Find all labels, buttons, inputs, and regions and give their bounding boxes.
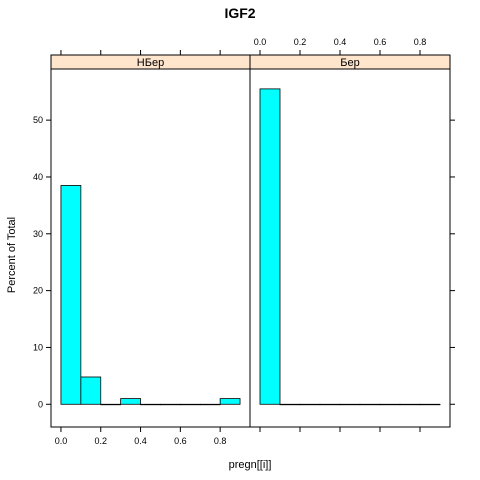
x-tick-label: 0.6 [374,37,387,47]
y-tick-label: 0 [38,399,43,409]
histogram-bar [379,403,401,406]
histogram-bar [359,403,381,406]
y-tick-label: 10 [33,342,43,352]
x-tick-label: 0.4 [134,436,147,446]
histogram-bar [399,403,421,406]
histogram-bar [299,403,321,406]
x-tick-label: 0.6 [174,436,187,446]
chart-title: IGF2 [224,5,255,21]
x-tick-label: 0.0 [254,37,267,47]
y-axis-label: Percent of Total [6,217,18,293]
histogram-bar [279,403,301,406]
panel-group: НБер 0.0 0.2 0.4 0.6 0.8 Бер 0.0 0.2 0.4 0.6 0.8 0 10… [33,37,455,446]
x-tick-label: 0.0 [55,436,68,446]
histogram-bar [160,403,181,406]
histogram-bar [140,403,161,406]
histogram-bar [179,403,201,406]
histogram-bar [60,185,82,405]
histogram-bar [419,403,441,406]
x-tick-label: 0.8 [414,37,427,47]
histogram-bar [259,88,281,405]
histogram-bar [120,398,141,405]
x-tick-label: 0.2 [294,37,307,47]
panel-frame [249,68,451,428]
y-tick-label: 40 [33,172,43,182]
histogram-bar [100,403,122,406]
histogram-bar [80,376,102,405]
y-tick-label: 30 [33,229,43,239]
panel-strip-label: Бер [340,57,359,69]
y-tick-label: 50 [33,115,43,125]
x-tick-label: 0.2 [94,436,107,446]
x-tick-label: 0.4 [334,37,347,47]
histogram-bar [219,398,241,405]
histogram-bar [339,403,361,406]
histogram-bar [199,403,221,406]
histogram-bar [319,403,341,406]
y-tick-label: 20 [33,286,43,296]
panel-strip-label: НБер [137,57,164,69]
x-axis-label: pregn[[i]] [229,459,272,471]
x-tick-label: 0.8 [214,436,227,446]
